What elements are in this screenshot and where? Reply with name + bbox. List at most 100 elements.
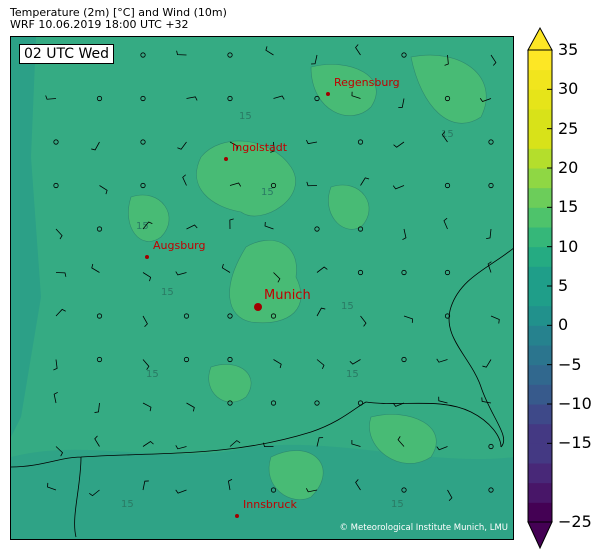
wind-barb xyxy=(392,402,405,407)
calm-wind-marker xyxy=(401,52,407,58)
calm-wind-marker xyxy=(270,487,277,493)
city-marker xyxy=(224,157,228,161)
wind-barb xyxy=(229,218,234,230)
city-marker xyxy=(254,303,262,311)
city-marker xyxy=(326,92,330,96)
colorbar-band xyxy=(528,463,552,484)
wind-barb xyxy=(99,185,108,195)
calm-wind-marker xyxy=(357,400,364,406)
colorbar-tick-label: −5 xyxy=(558,354,582,374)
wind-barb xyxy=(142,402,152,412)
contour-label: 15 xyxy=(136,221,149,232)
colorbar-band xyxy=(528,345,552,366)
wind-barb xyxy=(306,181,318,187)
calm-wind-marker xyxy=(444,95,451,102)
wind-barb xyxy=(306,139,318,145)
warm-temperature-area xyxy=(128,194,170,242)
calm-wind-marker xyxy=(357,139,364,145)
wind-barb xyxy=(229,440,241,447)
wind-barb xyxy=(447,489,453,501)
wind-barb xyxy=(316,437,324,447)
wind-barb xyxy=(177,141,187,150)
calm-wind-marker xyxy=(444,269,451,276)
wind-barb xyxy=(438,396,448,404)
contour-label: 15 xyxy=(341,301,354,312)
colorbar-tick-label: 0 xyxy=(558,315,569,335)
calm-wind-marker xyxy=(140,182,146,189)
wind-barb xyxy=(142,359,150,370)
city-label-augsburg: Augsburg xyxy=(153,239,206,252)
wind-barb xyxy=(262,442,274,448)
wind-barb xyxy=(479,98,492,102)
wind-barb xyxy=(393,141,405,148)
colorbar-tick-label: 15 xyxy=(558,197,579,217)
colorbar-band xyxy=(528,305,552,326)
contour-label: 15 xyxy=(391,499,404,510)
colorbar-band xyxy=(528,50,552,71)
wind-barb xyxy=(55,272,67,277)
wind-barb xyxy=(273,359,282,369)
calm-wind-marker xyxy=(96,356,103,363)
calm-wind-marker xyxy=(314,95,320,102)
calm-wind-marker xyxy=(444,182,451,189)
wind-barb xyxy=(89,489,100,497)
calm-wind-marker xyxy=(53,139,59,145)
city-marker xyxy=(235,514,239,518)
colorbar-band xyxy=(528,423,552,444)
cool-area xyxy=(11,37,41,437)
wind-barb xyxy=(397,436,405,447)
colorbar-extend-bottom xyxy=(527,521,553,550)
wind-barb xyxy=(305,488,318,493)
wind-barb xyxy=(55,228,63,240)
wind-barb xyxy=(273,95,285,100)
wind-barb xyxy=(175,489,187,494)
wind-barb xyxy=(227,479,233,491)
colorbar-extend-top xyxy=(527,26,553,51)
wind-barb xyxy=(316,266,328,273)
calm-wind-marker xyxy=(270,182,277,189)
wind-barb xyxy=(142,272,152,282)
wind-barb xyxy=(436,358,448,363)
warm-temperature-area xyxy=(229,239,302,324)
colorbar-band xyxy=(528,384,552,405)
calm-wind-marker xyxy=(357,226,364,232)
wind-barb xyxy=(392,185,405,190)
calm-wind-marker xyxy=(96,313,103,319)
contour-label: 15 xyxy=(441,129,454,140)
calm-wind-marker xyxy=(270,400,277,406)
colorbar xyxy=(527,26,553,550)
colorbar-band xyxy=(528,187,552,208)
wind-barb xyxy=(486,228,492,240)
calm-wind-marker xyxy=(314,400,320,406)
wind-barb xyxy=(265,46,274,56)
colorbar-band xyxy=(528,502,552,523)
city-label-regensburg: Regensburg xyxy=(334,76,400,89)
colorbar-band xyxy=(528,128,552,149)
calm-wind-marker xyxy=(270,313,277,319)
wind-barb xyxy=(264,221,274,230)
city-label-munich: Munich xyxy=(264,288,311,303)
colorbar-band xyxy=(528,227,552,248)
warm-temperature-area xyxy=(208,364,252,403)
calm-wind-marker xyxy=(140,139,146,145)
colorbar-tick-label: 30 xyxy=(558,79,579,99)
wind-barb xyxy=(91,263,100,273)
colorbar-tick-label: 20 xyxy=(558,158,579,177)
wind-barb xyxy=(349,359,361,365)
calm-wind-marker xyxy=(488,139,494,145)
wind-barb xyxy=(186,402,195,412)
calm-wind-marker xyxy=(183,313,190,319)
wind-barb xyxy=(482,359,492,368)
wind-barb xyxy=(186,224,198,230)
colorbar-band xyxy=(528,286,552,307)
wind-barb xyxy=(142,441,154,447)
wind-barb xyxy=(403,315,413,323)
wind-barb xyxy=(45,95,57,100)
wind-barb xyxy=(94,435,100,447)
wind-barb xyxy=(402,228,407,241)
colorbar-band xyxy=(528,207,552,228)
wind-barb xyxy=(142,315,148,327)
calm-wind-marker xyxy=(488,182,494,189)
wind-barb xyxy=(142,221,153,230)
wind-barb xyxy=(360,177,370,186)
